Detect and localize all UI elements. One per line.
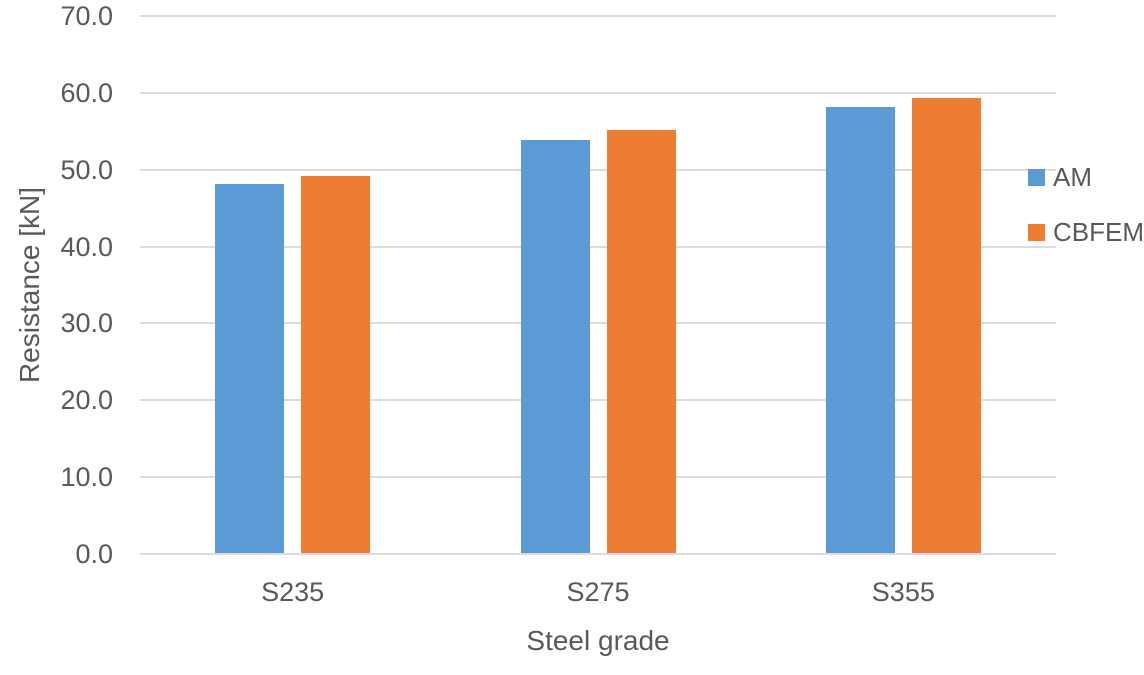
gridline bbox=[140, 91, 1056, 94]
legend: AM CBFEM bbox=[1028, 161, 1144, 271]
gridline bbox=[140, 15, 1056, 17]
gridline bbox=[140, 476, 1056, 479]
y-tick-label: 60.0 bbox=[60, 77, 113, 108]
gridline bbox=[140, 245, 1056, 248]
y-axis-tick-labels: 0.0 10.0 20.0 30.0 40.0 50.0 60.0 70.0 bbox=[0, 1, 113, 569]
bar-am-s355 bbox=[825, 107, 895, 553]
legend-label: CBFEM bbox=[1053, 217, 1144, 247]
bar-cbfem-s355 bbox=[911, 98, 981, 553]
bar-cbfem-s235 bbox=[301, 176, 371, 553]
y-tick-label: 30.0 bbox=[60, 308, 113, 339]
y-tick-label: 40.0 bbox=[60, 231, 113, 262]
x-category-label-s275: S275 bbox=[566, 577, 630, 607]
legend-item-cbfem: CBFEM bbox=[1028, 216, 1144, 248]
gridline bbox=[140, 399, 1056, 402]
x-axis-title: Steel grade bbox=[526, 625, 670, 656]
y-tick-label: 10.0 bbox=[60, 462, 113, 493]
legend-item-am: AM bbox=[1028, 161, 1144, 193]
y-tick-label: 0.0 bbox=[75, 539, 113, 569]
legend-label: AM bbox=[1053, 162, 1092, 192]
x-category-label-s235: S235 bbox=[261, 577, 325, 607]
y-tick-label: 50.0 bbox=[60, 154, 113, 185]
legend-swatch-cbfem bbox=[1028, 223, 1045, 241]
gridline bbox=[140, 322, 1056, 325]
plot-area bbox=[140, 15, 1056, 555]
legend-swatch-am bbox=[1028, 168, 1045, 186]
x-axis-line bbox=[140, 553, 1056, 555]
x-category-label-s355: S355 bbox=[871, 577, 935, 607]
bar-am-s235 bbox=[215, 184, 285, 553]
gridline bbox=[140, 168, 1056, 171]
bar-am-s275 bbox=[520, 139, 590, 553]
bar-cbfem-s275 bbox=[606, 130, 676, 553]
y-tick-label: 70.0 bbox=[60, 1, 113, 31]
y-tick-label: 20.0 bbox=[60, 385, 113, 416]
